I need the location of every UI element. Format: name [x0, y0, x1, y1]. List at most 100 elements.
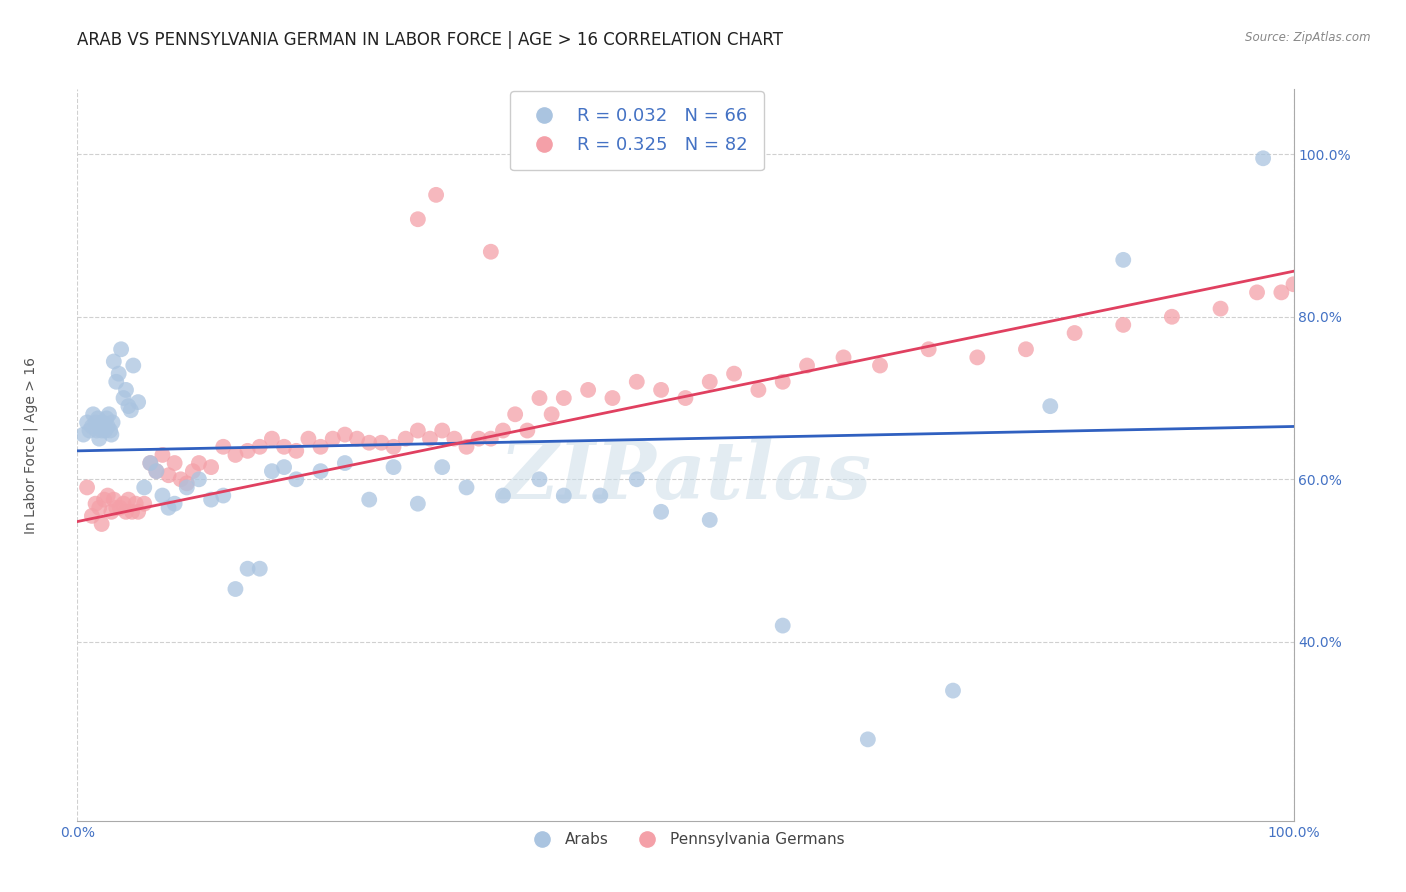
Point — [84, 497, 107, 511]
Point — [97, 407, 120, 421]
Point — [97, 419, 120, 434]
Point — [333, 456, 356, 470]
Point — [869, 359, 891, 373]
Point — [425, 187, 447, 202]
Point — [285, 443, 308, 458]
Point — [370, 435, 392, 450]
Point — [503, 407, 526, 421]
Point — [1063, 326, 1085, 340]
Point — [122, 359, 145, 373]
Point — [553, 391, 575, 405]
Point — [602, 391, 624, 405]
Point — [1282, 277, 1305, 292]
Point — [359, 492, 381, 507]
Point — [103, 354, 125, 368]
Point — [89, 419, 111, 434]
Point — [772, 375, 794, 389]
Point — [492, 424, 515, 438]
Point — [406, 424, 429, 438]
Point — [181, 464, 204, 478]
Point — [200, 492, 222, 507]
Text: Source: ZipAtlas.com: Source: ZipAtlas.com — [1246, 31, 1371, 45]
Point — [395, 432, 418, 446]
Point — [108, 500, 131, 515]
Point — [112, 391, 135, 405]
Text: In Labor Force | Age > 16: In Labor Force | Age > 16 — [24, 358, 38, 534]
Point — [139, 456, 162, 470]
Point — [152, 489, 174, 503]
Point — [94, 424, 117, 438]
Point — [832, 351, 855, 365]
Point — [650, 383, 672, 397]
Point — [105, 500, 128, 515]
Point — [322, 432, 344, 446]
Point — [382, 440, 405, 454]
Point — [430, 460, 453, 475]
Point — [699, 375, 721, 389]
Point — [76, 416, 98, 430]
Point — [419, 432, 441, 446]
Point — [163, 456, 186, 470]
Point — [1015, 343, 1038, 357]
Point — [346, 432, 368, 446]
Point — [93, 419, 115, 434]
Point — [188, 472, 211, 486]
Point — [117, 399, 139, 413]
Point — [1039, 399, 1062, 413]
Point — [86, 424, 108, 438]
Point — [1251, 151, 1274, 165]
Point — [157, 468, 180, 483]
Point — [91, 416, 114, 430]
Point — [117, 492, 139, 507]
Point — [139, 456, 162, 470]
Point — [359, 435, 381, 450]
Point — [121, 505, 143, 519]
Point — [105, 375, 128, 389]
Point — [723, 367, 745, 381]
Point — [176, 480, 198, 494]
Point — [236, 562, 259, 576]
Point — [115, 505, 138, 519]
Point — [699, 513, 721, 527]
Point — [97, 489, 120, 503]
Point — [212, 489, 235, 503]
Point — [100, 427, 122, 442]
Point — [110, 343, 132, 357]
Point — [249, 440, 271, 454]
Point — [200, 460, 222, 475]
Point — [796, 359, 818, 373]
Point — [285, 472, 308, 486]
Point — [1112, 318, 1135, 332]
Point — [467, 432, 489, 446]
Point — [79, 424, 101, 438]
Point — [87, 411, 110, 425]
Point — [589, 489, 612, 503]
Point — [1209, 301, 1232, 316]
Point — [89, 432, 111, 446]
Point — [553, 489, 575, 503]
Point — [273, 460, 295, 475]
Point — [942, 683, 965, 698]
Point — [152, 448, 174, 462]
Point — [134, 480, 156, 494]
Point — [1112, 252, 1135, 267]
Point — [176, 476, 198, 491]
Point — [675, 391, 697, 405]
Point — [456, 440, 478, 454]
Point — [134, 497, 156, 511]
Point — [479, 244, 502, 259]
Point — [529, 391, 551, 405]
Point — [772, 618, 794, 632]
Point — [170, 472, 193, 486]
Point — [127, 395, 149, 409]
Point — [188, 456, 211, 470]
Point — [309, 464, 332, 478]
Point — [297, 432, 319, 446]
Point — [1270, 285, 1292, 300]
Point — [103, 492, 125, 507]
Point — [107, 367, 129, 381]
Point — [100, 505, 122, 519]
Point — [90, 424, 112, 438]
Point — [80, 508, 103, 523]
Point — [479, 432, 502, 446]
